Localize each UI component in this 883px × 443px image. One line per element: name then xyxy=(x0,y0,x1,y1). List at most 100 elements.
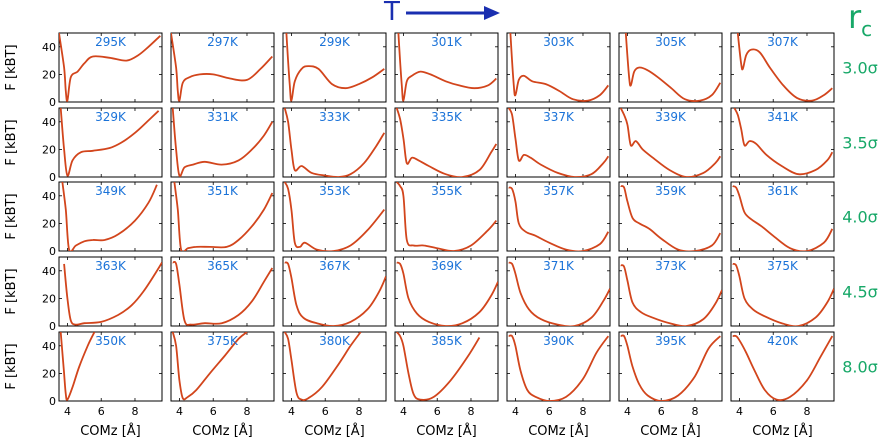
free-energy-curve xyxy=(172,261,274,326)
free-energy-curve xyxy=(397,33,497,102)
free-energy-curve xyxy=(59,108,160,177)
panel: 355K xyxy=(394,181,499,252)
temperature-label: 363K xyxy=(95,259,127,273)
temperature-label: 375K xyxy=(767,259,799,273)
panel-row: F [kBT] 0 20 40 4 6 8 COMz [Å] 350K 4 6 8 COMz [Å] 37… xyxy=(4,331,878,439)
y-tick-label: 20 xyxy=(42,143,56,156)
cutoff-label: 3.5σ xyxy=(842,134,878,153)
free-energy-curve xyxy=(509,33,609,102)
panel: 361K xyxy=(730,181,835,252)
free-energy-curve xyxy=(732,334,834,401)
free-energy-curve xyxy=(59,332,96,401)
temperature-label: 353K xyxy=(319,184,351,198)
y-tick-label: 0 xyxy=(49,171,56,184)
panel-frame xyxy=(58,107,163,178)
temperature-label: 390K xyxy=(543,334,575,348)
panel-frame xyxy=(506,256,611,327)
panel: 301K xyxy=(394,32,499,103)
temperature-label: 305K xyxy=(655,35,687,49)
x-tick-label: 4 xyxy=(512,405,519,418)
free-energy-curve xyxy=(736,33,833,102)
free-energy-curve xyxy=(395,108,498,177)
cutoff-symbol-letter: r xyxy=(848,0,862,36)
free-energy-curve xyxy=(171,332,248,401)
free-energy-curve xyxy=(283,332,362,401)
temperature-label: 361K xyxy=(767,184,799,198)
free-energy-curve xyxy=(396,332,481,401)
y-tick-label: 0 xyxy=(49,320,56,333)
free-energy-curve xyxy=(285,33,385,102)
x-tick-label: 4 xyxy=(64,405,71,418)
free-energy-curve xyxy=(283,182,386,251)
panel: 335K xyxy=(394,107,499,178)
x-tick-label: 8 xyxy=(803,405,810,418)
temperature-label: 349K xyxy=(95,184,127,198)
temperature-label: 297K xyxy=(207,35,239,49)
panel-frame xyxy=(506,331,611,402)
free-energy-curve xyxy=(620,264,722,326)
panel: 305K xyxy=(618,32,723,103)
temperature-label: 303K xyxy=(543,35,575,49)
y-tick-label: 20 xyxy=(42,367,56,380)
panel: 4 6 8 COMz [Å] 395K xyxy=(618,331,723,439)
panel: 367K xyxy=(282,256,387,327)
temperature-label: 339K xyxy=(655,110,687,124)
free-energy-curve xyxy=(508,261,610,326)
panel: 0 20 40 329K xyxy=(42,107,163,184)
panel: 0 20 40 349K xyxy=(42,181,163,258)
x-tick-label: 6 xyxy=(546,405,553,418)
xlabel: COMz [Å] xyxy=(304,423,365,439)
panel: 353K xyxy=(282,181,387,252)
cutoff-label: 8.0σ xyxy=(842,358,878,377)
temperature-label: 299K xyxy=(319,35,351,49)
panel-frame xyxy=(618,181,723,252)
free-energy-curve xyxy=(620,334,721,401)
panel: 337K xyxy=(506,107,611,178)
panel-row: F [kBT] 0 20 40 329K 331K 333K 335K 337K 339K 341K… xyxy=(4,107,878,184)
temperature-label: 331K xyxy=(207,110,239,124)
panel-frame xyxy=(170,256,275,327)
x-tick-label: 8 xyxy=(355,405,362,418)
x-tick-label: 8 xyxy=(579,405,586,418)
x-tick-label: 6 xyxy=(322,405,329,418)
panel-frame xyxy=(506,181,611,252)
xlabel: COMz [Å] xyxy=(192,423,253,439)
cutoff-label: 4.5σ xyxy=(842,283,878,302)
ylabel: F [kBT] xyxy=(4,193,19,239)
panel: 0 20 40 295K xyxy=(42,32,163,109)
free-energy-curve xyxy=(396,182,497,251)
panel-frame xyxy=(730,32,835,103)
temperature-label: 350K xyxy=(95,334,127,348)
temperature-label: 373K xyxy=(655,259,687,273)
ylabel: F [kBT] xyxy=(4,343,19,389)
temperature-label: 395K xyxy=(655,334,687,348)
panel-frame xyxy=(730,256,835,327)
free-energy-curve xyxy=(283,108,386,177)
panel-frame xyxy=(58,331,163,402)
figure-header: T rc xyxy=(383,0,872,41)
xlabel: COMz [Å] xyxy=(528,423,589,439)
temperature-label: 295K xyxy=(95,35,127,49)
panel-row: F [kBT] 0 20 40 295K 297K 299K 301K 303K 305K 307K… xyxy=(4,32,878,109)
panel: 351K xyxy=(170,181,275,252)
free-energy-curve xyxy=(396,261,498,326)
panel-frame xyxy=(170,32,275,103)
panel: 371K xyxy=(506,256,611,327)
x-tick-label: 8 xyxy=(243,405,250,418)
temperature-label: 385K xyxy=(431,334,463,348)
y-tick-label: 40 xyxy=(42,190,56,203)
panel-frame xyxy=(170,331,275,402)
y-tick-label: 40 xyxy=(42,265,56,278)
temperature-label: 371K xyxy=(543,259,575,273)
free-energy-curve xyxy=(508,334,610,401)
x-tick-label: 4 xyxy=(624,405,631,418)
temperature-label: 359K xyxy=(655,184,687,198)
free-energy-curve xyxy=(507,108,610,177)
y-tick-label: 20 xyxy=(42,292,56,305)
cutoff-label: 3.0σ xyxy=(842,59,878,78)
temperature-label: 351K xyxy=(207,184,239,198)
panel: 373K xyxy=(618,256,723,327)
panel: 4 6 8 COMz [Å] 385K xyxy=(394,331,499,439)
